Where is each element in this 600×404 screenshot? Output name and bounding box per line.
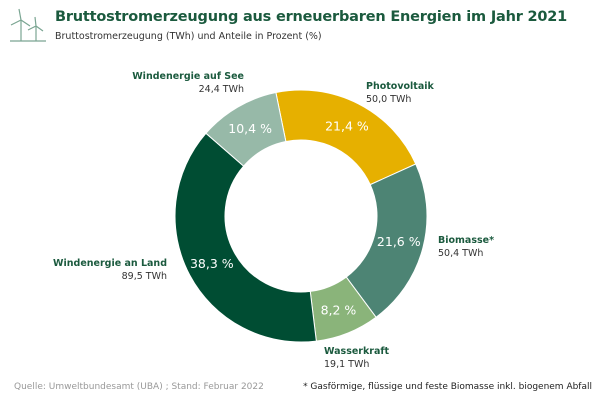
- label-value: 50,0 TWh: [366, 94, 412, 105]
- percent-label: 21,4 %: [325, 119, 369, 134]
- footnote: * Gasförmige, flüssige und feste Biomass…: [303, 382, 592, 392]
- label-name: Biomasse*: [438, 235, 495, 246]
- label-value: 50,4 TWh: [438, 248, 484, 259]
- percent-label: 21,6 %: [377, 234, 421, 249]
- label-windenergie-auf-see: Windenergie auf See 24,4 TWh: [132, 70, 244, 96]
- percent-label: 38,3 %: [190, 256, 234, 271]
- label-value: 24,4 TWh: [198, 84, 244, 95]
- label-wasserkraft: Wasserkraft 19,1 TWh: [324, 345, 389, 371]
- label-name: Wasserkraft: [324, 346, 390, 357]
- chart-title: Bruttostromerzeugung aus erneuerbaren En…: [55, 9, 568, 25]
- label-value: 19,1 TWh: [324, 359, 370, 370]
- label-name: Windenergie auf See: [132, 71, 244, 82]
- label-name: Windenergie an Land: [53, 258, 167, 269]
- label-name: Photovoltaik: [366, 81, 434, 92]
- donut-segment-windenergie-an-land: [174, 132, 317, 343]
- percent-label: 8,2 %: [321, 302, 357, 317]
- label-biomasse: Biomasse* 50,4 TWh: [438, 234, 494, 260]
- donut-segment-windenergie-auf-see: [205, 91, 287, 167]
- label-windenergie-an-land: Windenergie an Land 89,5 TWh: [53, 257, 167, 283]
- label-value: 89,5 TWh: [121, 271, 167, 282]
- label-photovoltaik: Photovoltaik 50,0 TWh: [366, 80, 434, 106]
- percent-label: 10,4 %: [228, 121, 272, 136]
- source-note: Quelle: Umweltbundesamt (UBA) ; Stand: F…: [14, 382, 264, 392]
- wind-turbines-icon: [10, 8, 46, 42]
- chart-subtitle: Bruttostromerzeugung (TWh) und Anteile i…: [55, 31, 322, 42]
